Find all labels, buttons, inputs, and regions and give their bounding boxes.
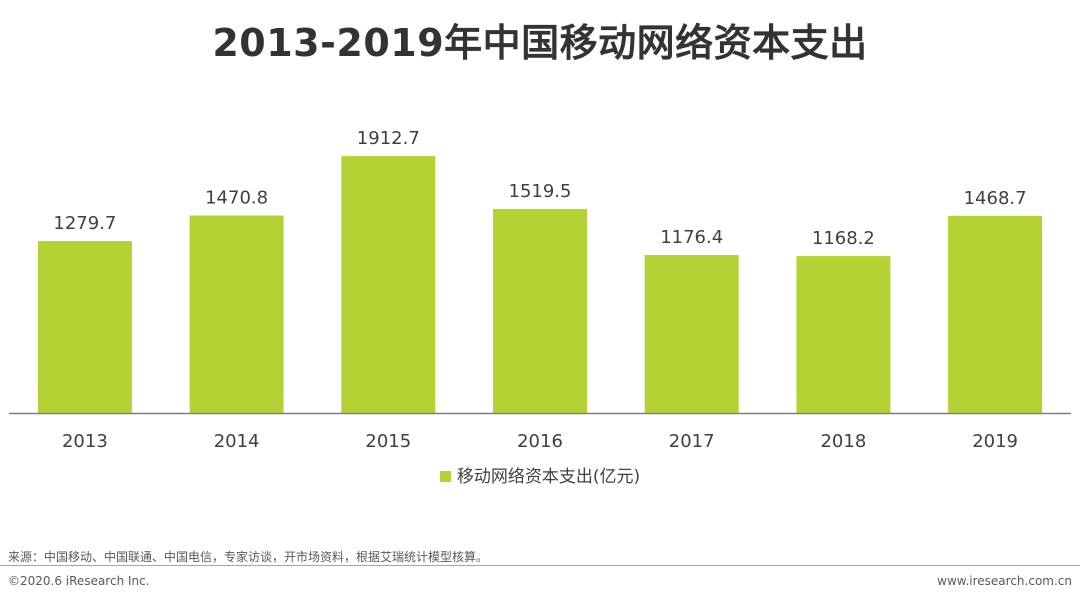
legend-swatch [439, 471, 451, 482]
data-label-2013: 1279.7 [53, 213, 116, 234]
data-label-2019: 1468.7 [964, 188, 1027, 209]
chart-title: 2013-2019年中国移动网络资本支出 [212, 21, 868, 65]
x-tick-label-2016: 2016 [517, 431, 563, 452]
bar-2015 [341, 156, 436, 413]
bar-2018 [796, 256, 891, 413]
data-label-2017: 1176.4 [660, 227, 723, 248]
data-label-2014: 1470.8 [205, 188, 268, 209]
bar-2017 [644, 255, 739, 413]
website-link[interactable]: www.iresearch.com.cn [937, 574, 1072, 588]
data-label-2018: 1168.2 [812, 228, 875, 249]
x-tick-label-2013: 2013 [62, 431, 108, 452]
copyright: ©2020.6 iResearch Inc. [8, 574, 150, 588]
data-label-2016: 1519.5 [509, 181, 572, 202]
bar-2019 [948, 215, 1043, 413]
footer-divider [0, 565, 1080, 566]
x-tick-label-2017: 2017 [669, 431, 715, 452]
x-tick-label-2019: 2019 [972, 431, 1018, 452]
x-tick-label-2014: 2014 [214, 431, 260, 452]
legend-label: 移动网络资本支出(亿元) [456, 467, 641, 487]
source-note: 来源：中国移动、中国联通、中国电信，专家访谈，开市场资料，根据艾瑞统计模型核算。 [8, 550, 489, 564]
bar-2014 [189, 215, 284, 413]
bar-chart: 1279.7 2013 1470.8 2014 1912.7 2015 1519.5 2016… [9, 128, 1071, 452]
data-label-2015: 1912.7 [357, 128, 420, 149]
x-tick-label-2018: 2018 [820, 431, 866, 452]
legend: 移动网络资本支出(亿元) [0, 462, 1080, 487]
bar-2016 [493, 208, 587, 413]
bar-2013 [37, 241, 132, 413]
x-tick-label-2015: 2015 [365, 431, 411, 452]
